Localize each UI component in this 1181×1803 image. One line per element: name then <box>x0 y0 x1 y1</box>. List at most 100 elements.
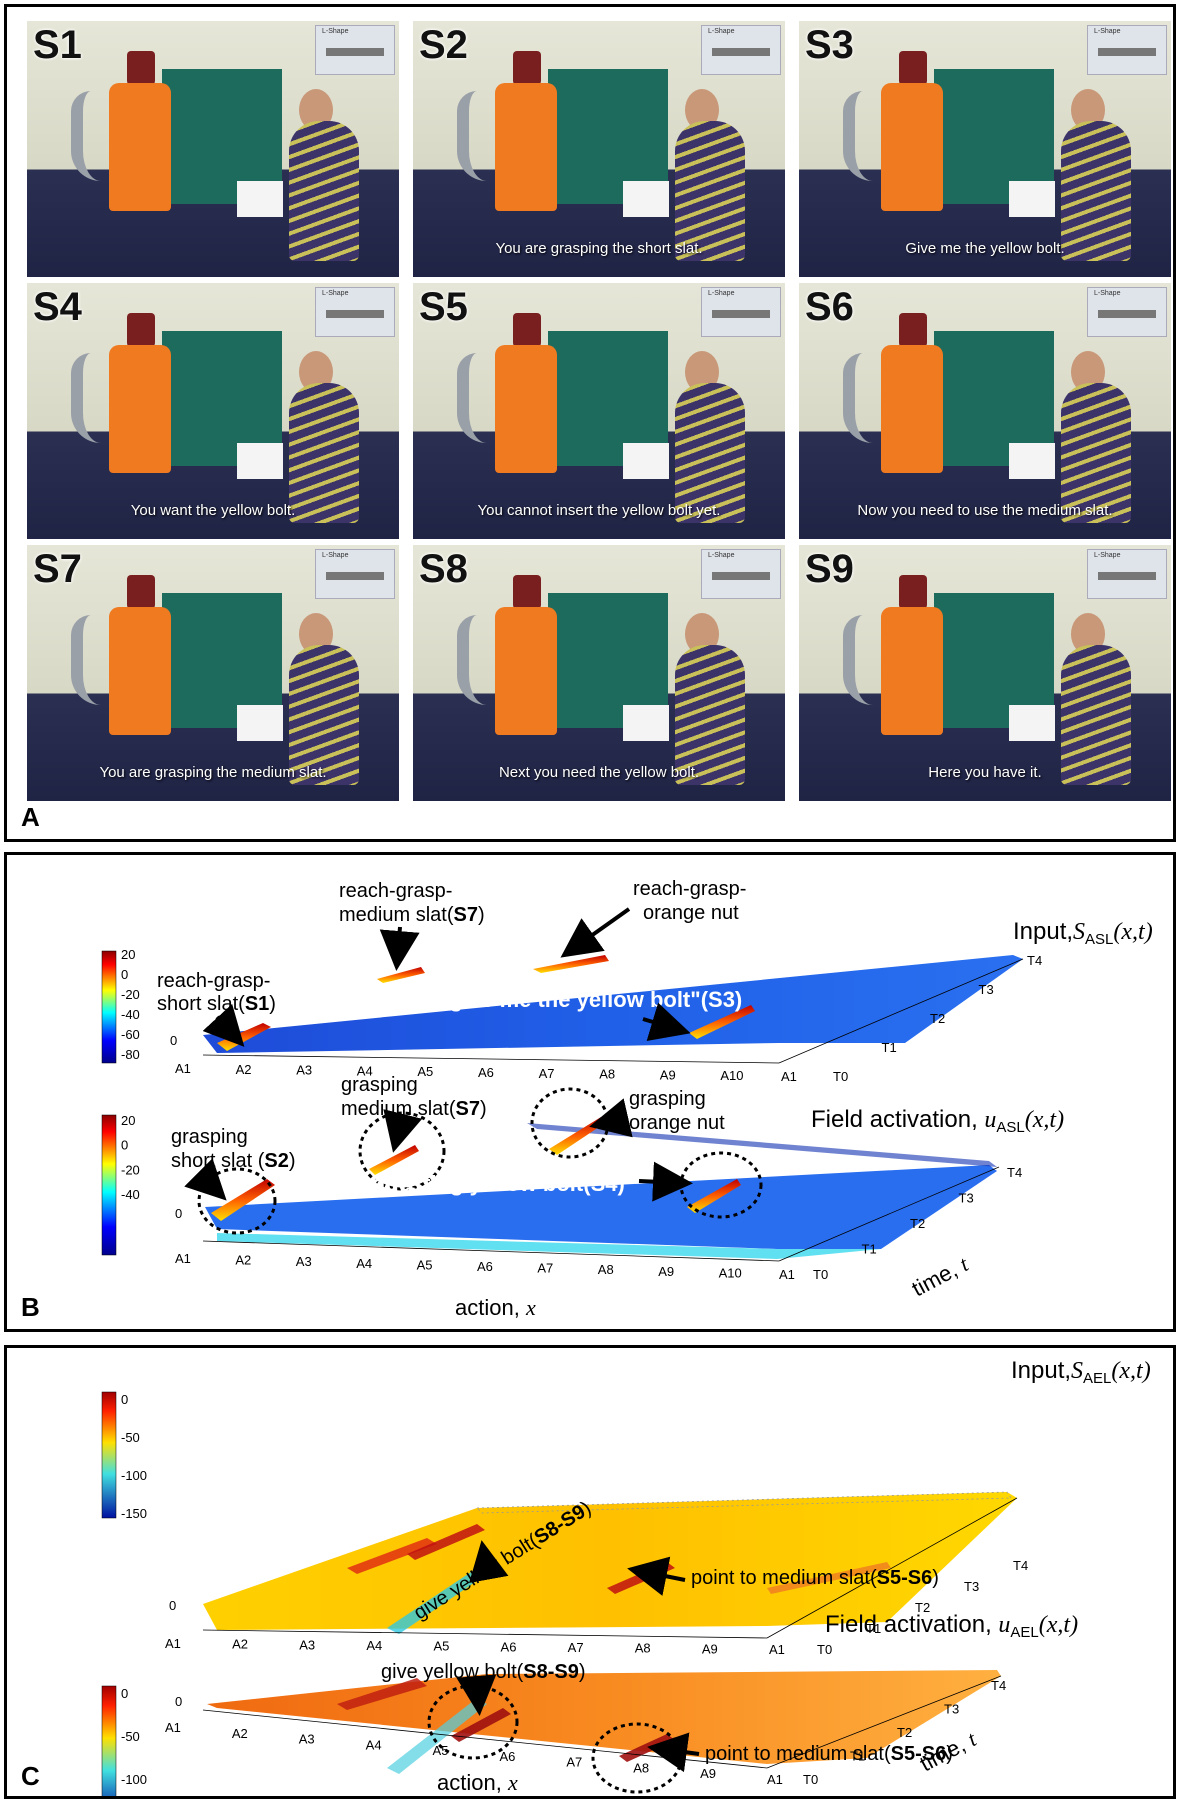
x-tick-label: A9 <box>700 1766 716 1781</box>
ael-input-zero-label: 0 <box>169 1598 176 1613</box>
thumbnail-title: L-Shape <box>322 290 349 297</box>
panel-a-letter: A <box>21 802 40 832</box>
x-tick-label: A2 <box>232 1637 248 1652</box>
asl-field-annotation-nut-line1: grasping <box>629 1088 706 1110</box>
t-tick-label: T1 <box>866 1621 881 1636</box>
x-tick-label: A8 <box>599 1067 615 1082</box>
person-icon <box>675 121 745 261</box>
robot-arm-icon <box>843 353 899 443</box>
frame-step-label: S7 <box>33 547 82 591</box>
person-icon <box>289 121 359 261</box>
robot-arm-icon <box>457 91 513 181</box>
x-tick-label: A1 <box>165 1636 181 1651</box>
instruction-sheet <box>237 443 283 479</box>
l-shape-thumbnail: L-Shape <box>315 25 395 75</box>
thumbnail-title: L-Shape <box>708 28 735 35</box>
colorbar-tick-label: -20 <box>121 1162 140 1177</box>
panel-c-action-execution-layer: 0 -50 -100 -150 0 A1 A2 A3 A4 A5 A6 A7 A8 A9 A1 T0 T1… <box>4 1345 1176 1803</box>
frame-step-label: S9 <box>805 547 854 591</box>
robot-head-icon <box>513 575 541 609</box>
frame-caption: Next you need the yellow bolt. <box>498 764 700 781</box>
asl-input-zero-label: 0 <box>170 1033 177 1048</box>
x-tick-label: A5 <box>433 1639 449 1654</box>
video-frame: L-Shape S3 Give me the yellow bolt. <box>799 21 1171 277</box>
thumbnail-title: L-Shape <box>708 552 735 559</box>
x-tick-label: A3 <box>299 1732 315 1747</box>
x-tick-label: A7 <box>539 1066 555 1081</box>
l-shape-thumbnail: L-Shape <box>701 25 781 75</box>
instruction-sheet <box>237 705 283 741</box>
robot-arm-icon <box>71 353 127 443</box>
x-tick-label: A8 <box>598 1262 614 1277</box>
ael-field-surface: 0 -50 -100 0 A1 A2 A3 A4 A5 A6 A7 A8 A9 A1 T0 T1 T2 T3… <box>101 1611 1078 1803</box>
frame-caption: You want the yellow bolt. <box>130 502 296 519</box>
instruction-sheet <box>623 705 669 741</box>
video-frame: L-Shape S7 You are grasping the medium sla… <box>27 545 399 801</box>
asl-input-annotation-s3: "give me the yellow bolt"(S3) <box>439 987 742 1012</box>
t-tick-label: T2 <box>897 1725 912 1740</box>
asl-input-annotation-s7-line1: reach-grasp- <box>339 880 452 902</box>
ael-field-title: Field activation, uAEL(x,t) <box>825 1611 1078 1641</box>
frame-step-label: S2 <box>419 23 468 67</box>
asl-field-colorbar <box>101 1114 117 1256</box>
video-frame: L-Shape S6 Now you need to use the medium … <box>799 283 1171 539</box>
asl-input-surface: 20 0 -20 -40 -60 -80 0 A1 A2 A3 A4 A5 A6 A7 A8 A9 A10 A… <box>101 878 1153 1084</box>
instruction-sheet <box>1009 705 1055 741</box>
colorbar-tick-label: -40 <box>121 1007 140 1022</box>
robot-head-icon <box>899 575 927 609</box>
asl-field-annotation-nut-line2: orange nut <box>629 1112 725 1134</box>
instruction-sheet <box>1009 443 1055 479</box>
t-tick-label: T0 <box>813 1267 828 1282</box>
panel-b-letter: B <box>21 1292 40 1322</box>
l-shape-thumbnail: L-Shape <box>1087 287 1167 337</box>
thumbnail-title: L-Shape <box>1094 290 1121 297</box>
t-tick-label: T1 <box>850 1749 865 1764</box>
colorbar-tick-label: -60 <box>121 1027 140 1042</box>
ael-x-axis-label: action, x <box>437 1770 518 1795</box>
x-tick-label: A6 <box>477 1259 493 1274</box>
asl-input-peak-s3 <box>689 1005 755 1039</box>
x-tick-label: A3 <box>296 1254 312 1269</box>
ael-input-annotation-s5s6: point to medium slat(S5-S6) <box>691 1567 939 1589</box>
instruction-sheet <box>623 443 669 479</box>
x-tick-label: A9 <box>658 1264 674 1279</box>
x-tick-label: A8 <box>633 1760 649 1775</box>
ael-field-annotation-s5s6: point to medium slat(S5-S6) <box>705 1743 953 1765</box>
ael-field-colorbar <box>101 1685 117 1803</box>
ael-input-title: Input,SAEL(x,t) <box>1011 1357 1151 1387</box>
x-tick-label: A5 <box>417 1257 433 1272</box>
asl-field-annotation-s4: requesting yellow bolt(S4) <box>351 1171 625 1196</box>
t-tick-label: T4 <box>1013 1558 1028 1573</box>
robot-arm-icon <box>457 615 513 705</box>
instruction-sheet <box>623 181 669 217</box>
x-tick-label: A2 <box>232 1726 248 1741</box>
panel-a-video-frames: L-Shape S1 L-Shape S2 You are grasping the s… <box>4 4 1176 842</box>
asl-field-peak-s4 <box>687 1179 741 1213</box>
frame-caption: You are grasping the short slat. <box>495 240 703 257</box>
colorbar-tick-label: -80 <box>121 1047 140 1062</box>
asl-field-peak-orange-nut <box>549 1117 605 1155</box>
robot-head-icon <box>513 51 541 85</box>
t-tick-label: T3 <box>979 982 994 997</box>
x-tick-label: A1 <box>175 1251 191 1266</box>
frame-step-label: S8 <box>419 547 468 591</box>
thumbnail-title: L-Shape <box>708 290 735 297</box>
x-tick-label: A5 <box>433 1743 449 1758</box>
ael-t-axis-label: time, t <box>916 1726 981 1777</box>
ael-input-field <box>203 1492 1017 1630</box>
frame-step-label: S4 <box>33 285 82 329</box>
asl-field-annotation-s2-line2: short slat (S2) <box>171 1150 296 1172</box>
frame-caption: You are grasping the medium slat. <box>99 764 327 781</box>
asl-input-field <box>203 955 1023 1053</box>
asl-field-title: Field activation, uASL(x,t) <box>811 1106 1064 1136</box>
colorbar-tick-label: -150 <box>121 1506 147 1521</box>
video-frame: L-Shape S5 You cannot insert the yellow bo… <box>413 283 785 539</box>
x-tick-label: A9 <box>660 1067 676 1082</box>
x-tick-label: A4 <box>366 1638 382 1653</box>
panel-c-plots: 0 -50 -100 -150 0 A1 A2 A3 A4 A5 A6 A7 A8 A9 A1 T0 T1… <box>101 1357 1151 1803</box>
frame-caption: Now you need to use the medium slat. <box>857 502 1113 519</box>
ael-field-zero-label: 0 <box>175 1694 182 1709</box>
robot-head-icon <box>899 51 927 85</box>
l-shape-thumbnail: L-Shape <box>701 549 781 599</box>
ael-field-field <box>207 1670 1001 1764</box>
